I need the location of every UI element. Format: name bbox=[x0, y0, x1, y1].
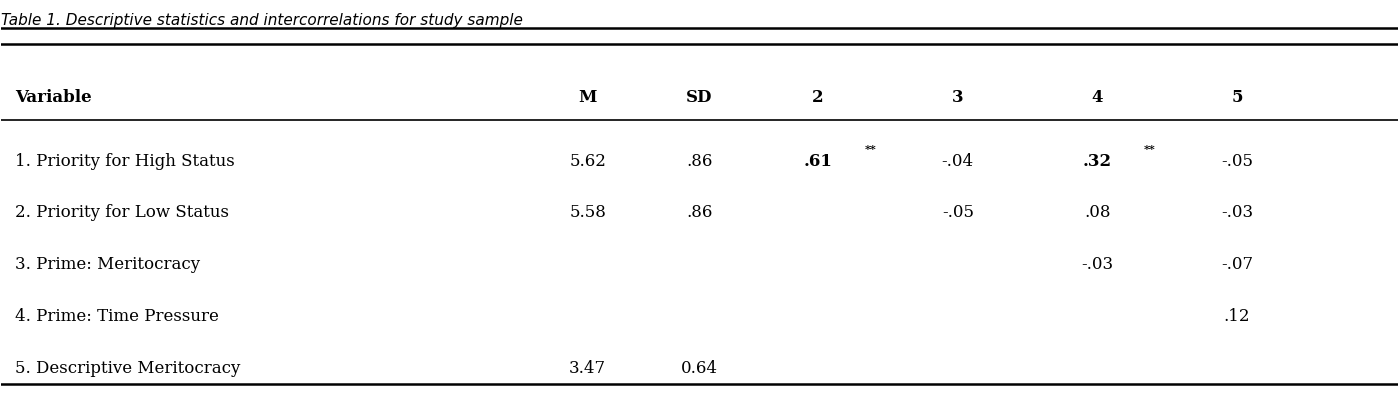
Text: .61: .61 bbox=[804, 152, 832, 169]
Text: **: ** bbox=[865, 144, 876, 155]
Text: M: M bbox=[579, 89, 597, 105]
Text: 5: 5 bbox=[1231, 89, 1242, 105]
Text: -.03: -.03 bbox=[1081, 256, 1114, 273]
Text: SD: SD bbox=[687, 89, 712, 105]
Text: 0.64: 0.64 bbox=[681, 359, 718, 376]
Text: Variable: Variable bbox=[15, 89, 92, 105]
Text: Table 1. Descriptive statistics and intercorrelations for study sample: Table 1. Descriptive statistics and inte… bbox=[1, 13, 523, 28]
Text: 3: 3 bbox=[951, 89, 964, 105]
Text: .12: .12 bbox=[1224, 308, 1251, 324]
Text: 1. Priority for High Status: 1. Priority for High Status bbox=[15, 152, 235, 169]
Text: -.03: -.03 bbox=[1221, 204, 1254, 221]
Text: .08: .08 bbox=[1084, 204, 1111, 221]
Text: .32: .32 bbox=[1083, 152, 1112, 169]
Text: 3.47: 3.47 bbox=[569, 359, 606, 376]
Text: -.05: -.05 bbox=[942, 204, 974, 221]
Text: 4. Prime: Time Pressure: 4. Prime: Time Pressure bbox=[15, 308, 220, 324]
Text: 5.58: 5.58 bbox=[569, 204, 606, 221]
Text: .86: .86 bbox=[687, 152, 712, 169]
Text: 2: 2 bbox=[813, 89, 824, 105]
Text: 3. Prime: Meritocracy: 3. Prime: Meritocracy bbox=[15, 256, 200, 273]
Text: 5. Descriptive Meritocracy: 5. Descriptive Meritocracy bbox=[15, 359, 241, 376]
Text: 5.62: 5.62 bbox=[569, 152, 606, 169]
Text: -.07: -.07 bbox=[1221, 256, 1254, 273]
Text: .86: .86 bbox=[687, 204, 712, 221]
Text: -.05: -.05 bbox=[1221, 152, 1254, 169]
Text: **: ** bbox=[1143, 144, 1156, 155]
Text: 4: 4 bbox=[1091, 89, 1104, 105]
Text: -.04: -.04 bbox=[942, 152, 974, 169]
Text: 2. Priority for Low Status: 2. Priority for Low Status bbox=[15, 204, 229, 221]
